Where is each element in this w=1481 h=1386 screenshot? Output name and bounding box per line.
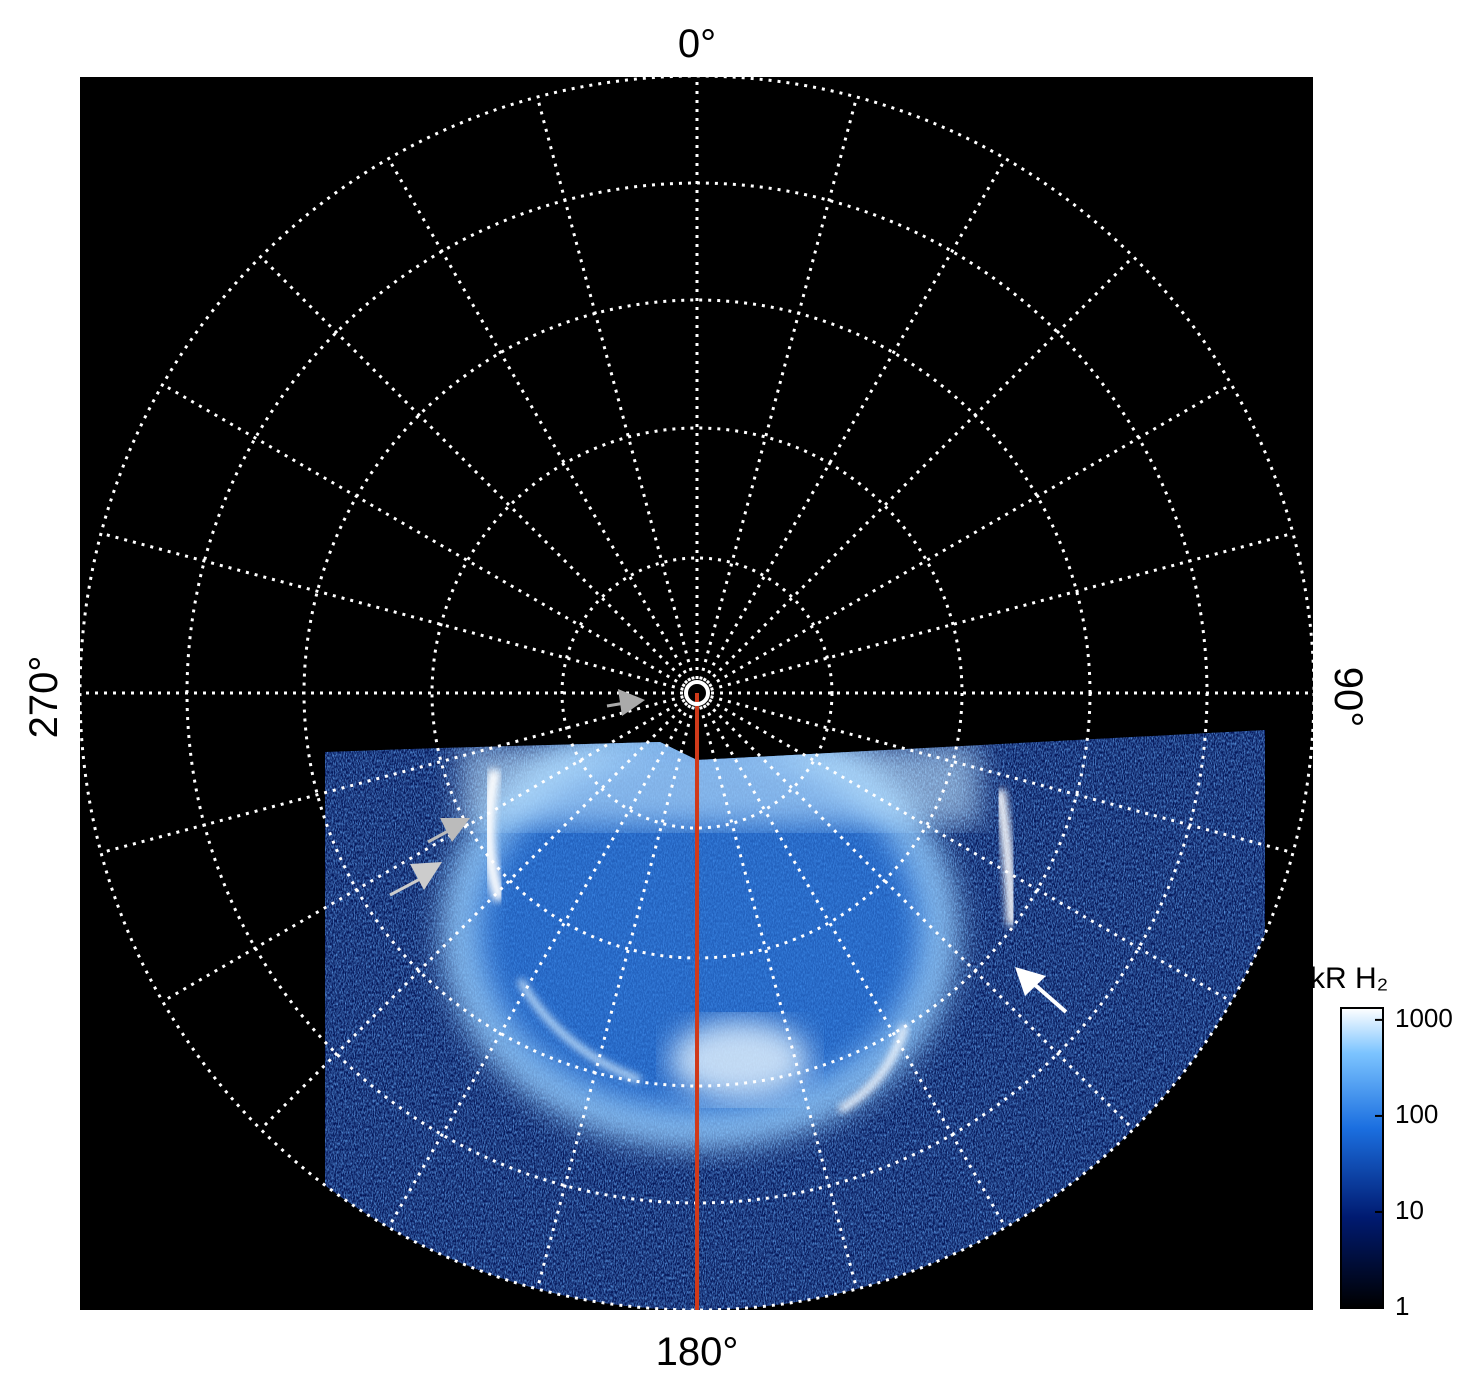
grid-spoke [708,698,1233,1003]
grid-spoke [702,157,1007,682]
label-top: 0° [678,22,716,66]
grid-spoke [535,96,695,680]
label-left: 270° [22,656,66,739]
grid-spoke [705,255,1135,685]
grid-spoke [702,704,1007,1229]
colorbar-tick-label: 1000 [1395,1003,1453,1033]
colorbar-ticks: 1 10 100 1000 [1375,1003,1453,1321]
label-bottom: 180° [656,1330,739,1374]
grid-circle [78,74,1316,1312]
colorbar-tick-label: 1 [1395,1291,1409,1321]
grid-spoke [387,704,692,1229]
grid-spoke [387,157,692,682]
colorbar [1340,1007,1384,1309]
grid-spoke [535,706,695,1290]
grid-spoke [710,531,1294,691]
grid-circle [560,556,834,830]
grid-spoke [259,255,689,685]
grid-spoke [259,701,689,1131]
grid-spoke [705,701,1135,1131]
arrows [389,689,1068,1014]
grid-spoke [710,695,1294,855]
grid-spoke [699,96,859,680]
pole [684,680,710,706]
colorbar-tick-label: 10 [1395,1195,1424,1225]
colorbar-label: kR H₂ [1310,962,1388,995]
grid [78,74,1316,1312]
colorbar-tick-label: 100 [1395,1099,1438,1129]
grid-spoke [708,383,1233,688]
grid-spoke [100,531,684,691]
aurora [325,730,1265,1310]
grid-spoke [699,706,859,1290]
grid-spoke [161,698,686,1003]
grid-spoke [161,383,686,688]
label-right: 90° [1326,667,1370,728]
grid-spoke [100,695,684,855]
